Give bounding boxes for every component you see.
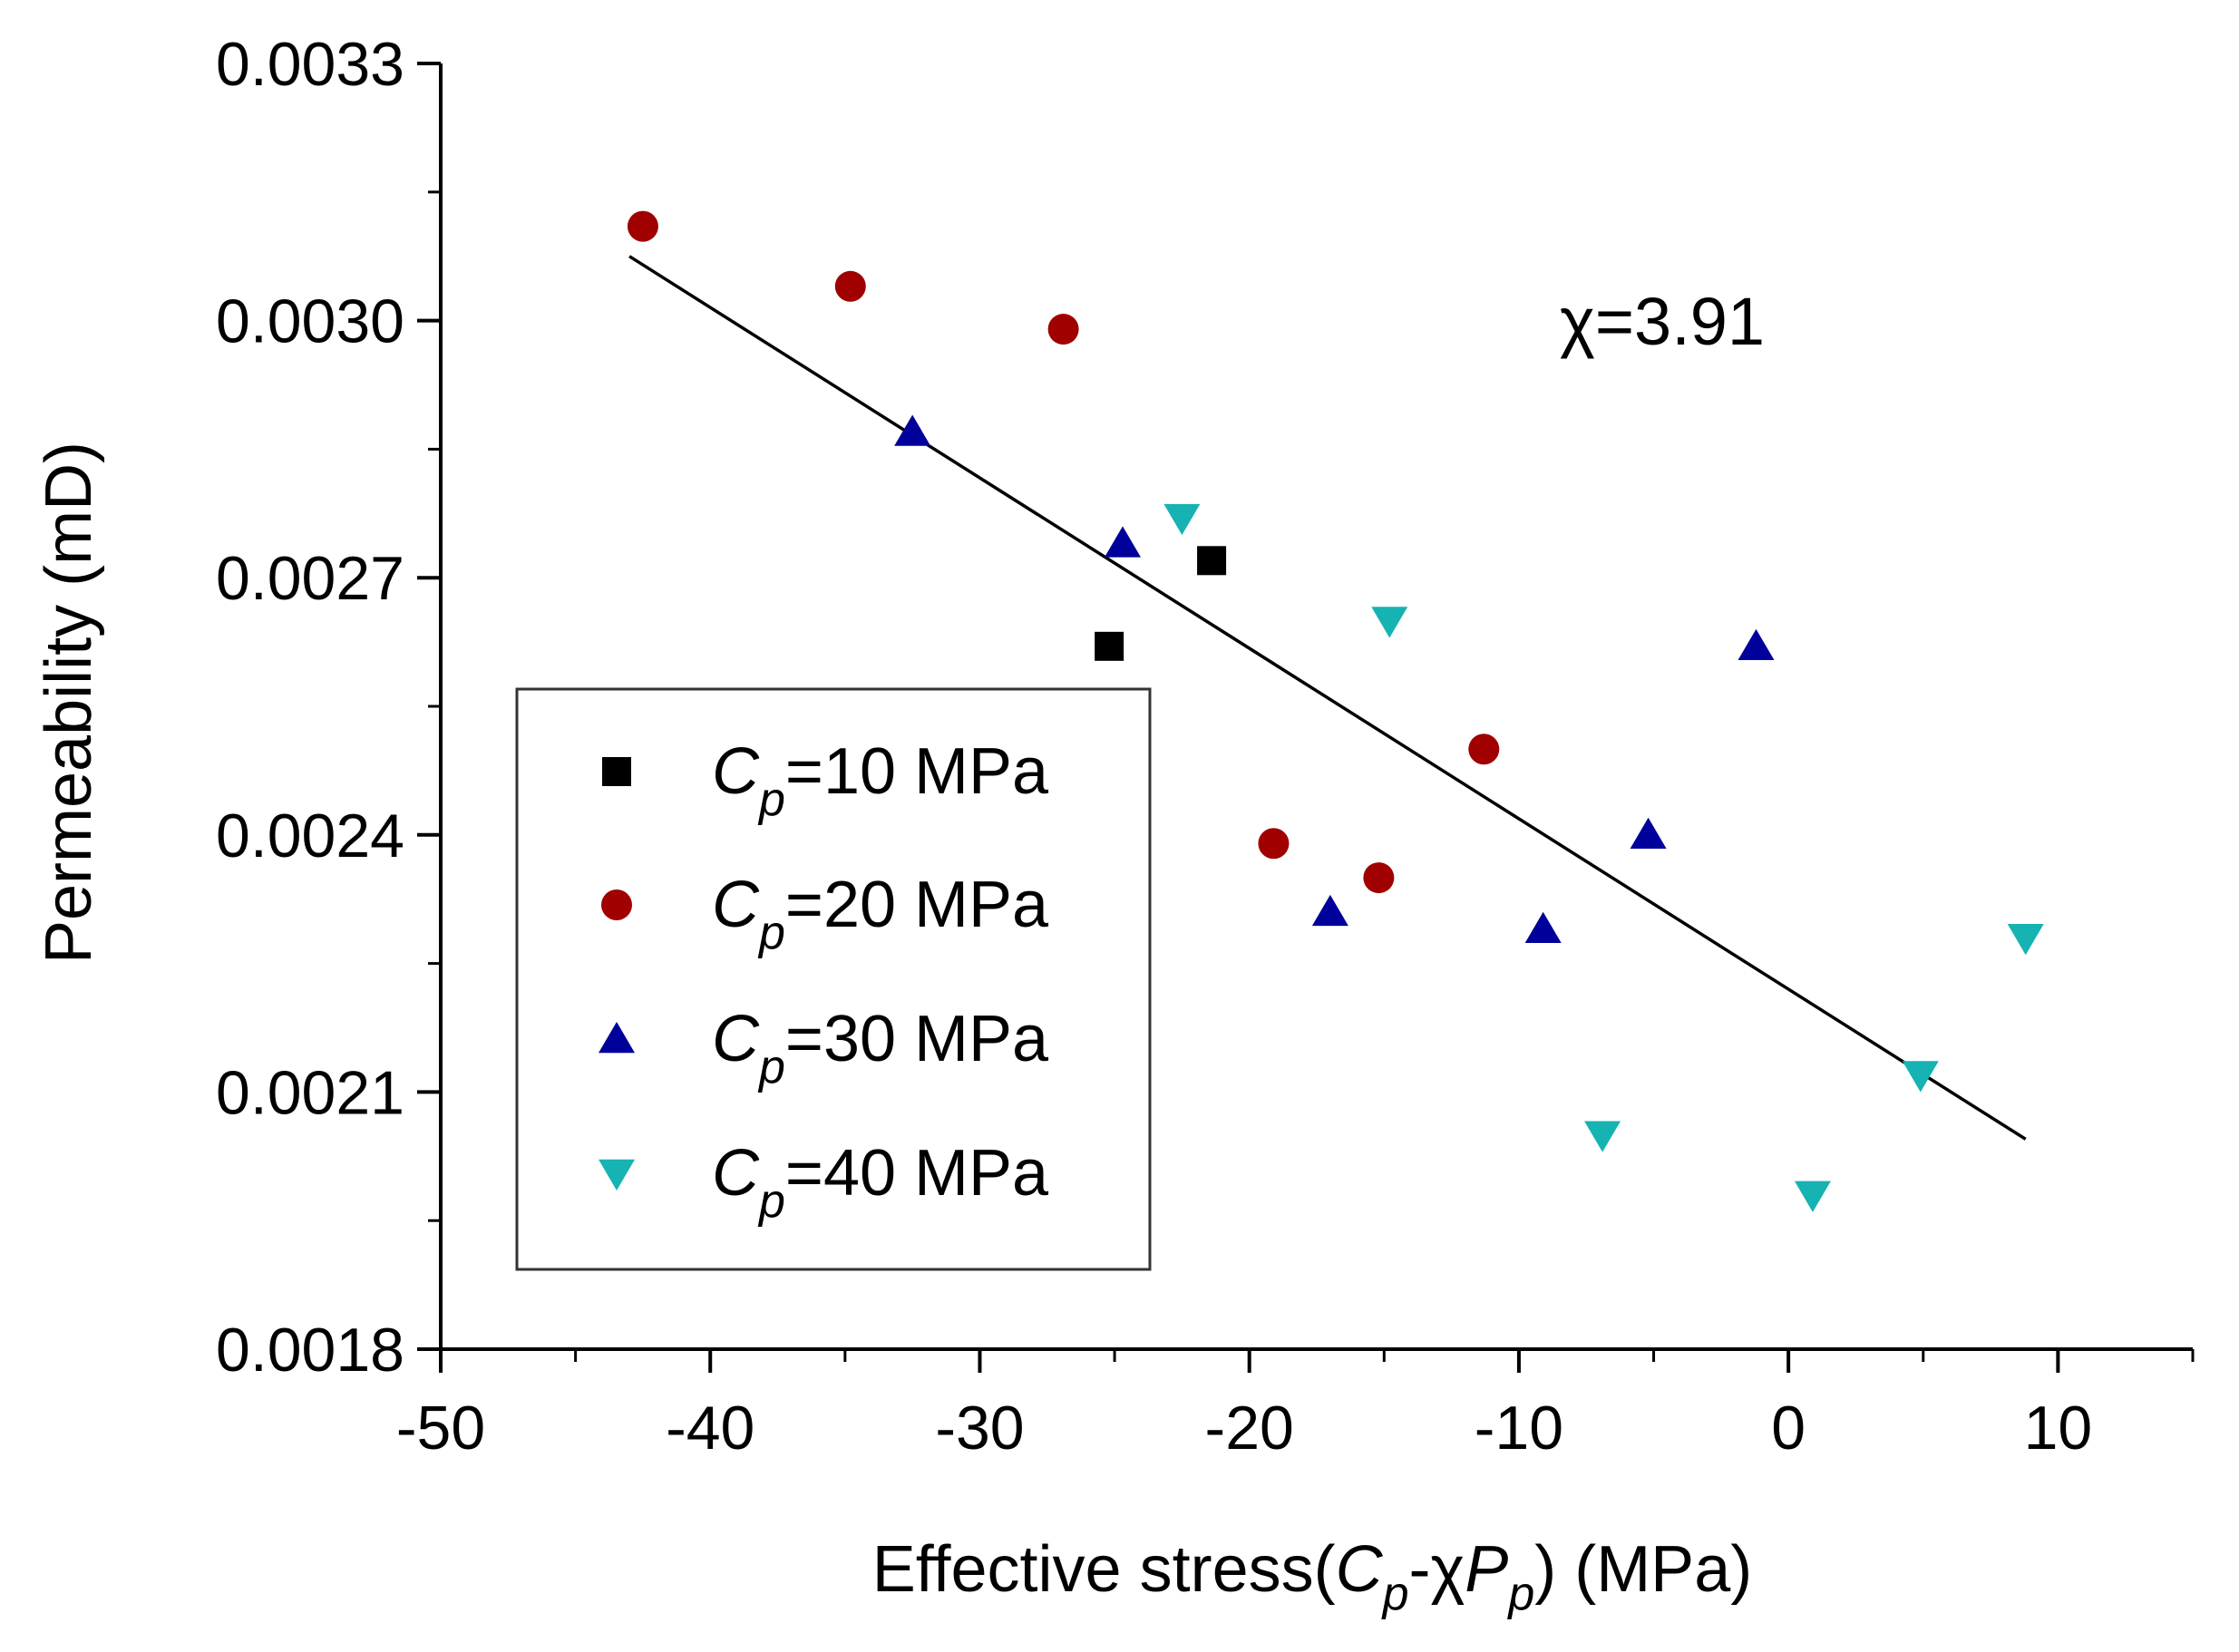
data-point-circle (834, 270, 866, 302)
x-tick-label: -40 (666, 1394, 754, 1463)
x-axis-title-suffix: ) (MPa) (1534, 1533, 1752, 1606)
legend-cp40-var: C (712, 1137, 760, 1210)
x-tick-label: -50 (396, 1394, 485, 1463)
legend-marker-square (602, 757, 631, 786)
data-point-triangle-up (1311, 894, 1348, 927)
legend-cp10-sub: p (757, 773, 785, 826)
legend-markers (599, 757, 635, 1190)
y-tick-label: 0.0033 (216, 30, 404, 99)
y-tick-label: 0.0018 (216, 1316, 404, 1385)
legend-label-cp40: Cp=40 MPa (712, 1137, 1049, 1228)
data-points-layer (627, 210, 2044, 1212)
x-axis-title-p-sub: p (1506, 1568, 1534, 1620)
axes-layer: -50 -40 -30 -20 -10 0 10 0.0018 0.0021 0.0024 0.00… (216, 30, 2195, 1463)
x-axis-title-dash: - (1409, 1533, 1431, 1606)
legend-cp10-value: =10 MPa (785, 735, 1049, 808)
x-axis-title-c: C (1336, 1533, 1384, 1606)
data-point-circle (1363, 862, 1395, 894)
x-axis-title-prefix: Effective stress( (872, 1533, 1336, 1606)
data-point-triangle-up (1104, 526, 1141, 558)
data-point-triangle-down (1902, 1061, 1939, 1093)
y-tick-label: 0.0024 (216, 802, 404, 870)
data-point-triangle-up (1630, 817, 1667, 849)
data-point-circle (1047, 314, 1079, 345)
y-axis-title: Permeability (mD) (33, 442, 105, 964)
legend-marker-triangle-up (599, 1022, 635, 1054)
x-axis-title: Effective stress(Cp-χPp) (MPa) (872, 1533, 1752, 1620)
data-point-triangle-up (894, 414, 931, 446)
fit-line-layer (628, 255, 2027, 1141)
data-point-circle (1258, 828, 1290, 860)
legend-label-cp20: Cp=20 MPa (712, 869, 1049, 959)
legend-marker-circle (601, 889, 632, 920)
legend: Cp=10 MPa Cp=20 MPa Cp=30 MPa Cp=40 MPa (515, 687, 1152, 1271)
x-axis-title-p: P (1465, 1533, 1508, 1606)
legend-cp40-sub: p (757, 1175, 785, 1228)
x-tick-label: -10 (1475, 1394, 1563, 1463)
data-point-triangle-down (2007, 924, 2044, 956)
data-point-circle (1468, 734, 1500, 765)
data-point-triangle-up (1738, 628, 1775, 661)
legend-label-cp10: Cp=10 MPa (712, 735, 1049, 826)
linear-fit-line (628, 255, 2027, 1141)
chi-annotation: χ=3.91 (1560, 284, 1765, 359)
legend-cp30-var: C (712, 1003, 760, 1075)
x-axis-title-chi: χ (1431, 1533, 1465, 1606)
legend-cp30-value: =30 MPa (785, 1003, 1049, 1075)
y-tick-label: 0.0027 (216, 544, 404, 613)
data-point-triangle-down (1371, 607, 1408, 638)
legend-cp30-sub: p (757, 1041, 785, 1093)
data-point-triangle-down (1794, 1181, 1831, 1212)
y-tick-label: 0.0030 (216, 287, 404, 356)
data-point-square (1197, 546, 1227, 576)
data-point-triangle-down (1584, 1121, 1621, 1152)
legend-marker-triangle-down (599, 1159, 635, 1190)
data-point-square (1095, 631, 1124, 661)
data-point-triangle-up (1524, 911, 1562, 943)
x-tick-label: 0 (1771, 1394, 1806, 1463)
x-tick-label: -30 (935, 1394, 1024, 1463)
data-point-triangle-down (1163, 503, 1201, 536)
x-axis-title-c-sub: p (1381, 1568, 1409, 1620)
legend-label-cp30: Cp=30 MPa (712, 1003, 1049, 1093)
legend-cp20-value: =20 MPa (785, 869, 1049, 941)
x-tick-label: -20 (1205, 1394, 1294, 1463)
legend-cp10-var: C (712, 735, 760, 808)
x-tick-label: 10 (2024, 1394, 2093, 1463)
legend-cp40-value: =40 MPa (785, 1137, 1049, 1210)
legend-cp20-var: C (712, 869, 760, 941)
legend-cp20-sub: p (757, 907, 785, 959)
data-point-circle (627, 210, 658, 242)
y-tick-label: 0.0021 (216, 1058, 404, 1127)
